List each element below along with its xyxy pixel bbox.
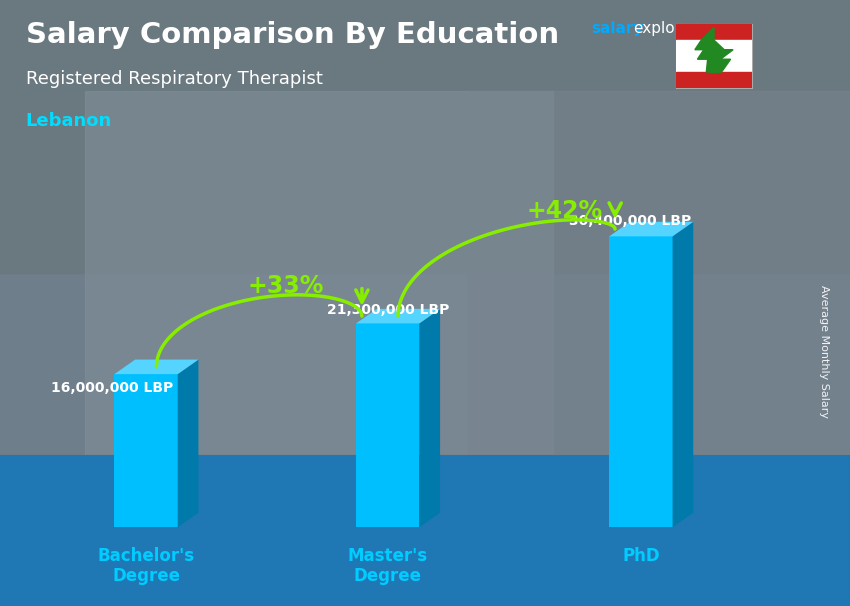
Bar: [0, 454, 850, 606]
Bar: [609, 236, 672, 527]
Polygon shape: [115, 359, 198, 374]
Text: Average Monthly Salary: Average Monthly Salary: [819, 285, 829, 418]
Polygon shape: [609, 222, 694, 236]
Polygon shape: [178, 359, 198, 527]
Bar: [115, 374, 178, 527]
Bar: [0, 454, 850, 606]
Polygon shape: [419, 309, 440, 527]
Polygon shape: [672, 222, 694, 527]
Bar: [676, 40, 752, 72]
Polygon shape: [356, 309, 440, 324]
Text: Lebanon: Lebanon: [26, 112, 111, 130]
Text: Salary Comparison By Education: Salary Comparison By Education: [26, 21, 558, 49]
Text: salary: salary: [591, 21, 643, 36]
Polygon shape: [694, 27, 733, 72]
Bar: [356, 324, 419, 527]
Text: 21,300,000 LBP: 21,300,000 LBP: [327, 303, 450, 318]
Text: 30,400,000 LBP: 30,400,000 LBP: [569, 214, 691, 228]
Bar: [0, 0, 850, 273]
Text: +33%: +33%: [248, 274, 324, 298]
Bar: [468, 91, 850, 545]
Text: Registered Respiratory Therapist: Registered Respiratory Therapist: [26, 70, 322, 88]
Text: explorer.com: explorer.com: [633, 21, 733, 36]
Bar: [85, 91, 552, 485]
Bar: [676, 24, 752, 40]
Bar: [676, 72, 752, 88]
Text: +42%: +42%: [527, 199, 603, 223]
Text: 16,000,000 LBP: 16,000,000 LBP: [51, 382, 173, 396]
Bar: [710, 67, 717, 72]
